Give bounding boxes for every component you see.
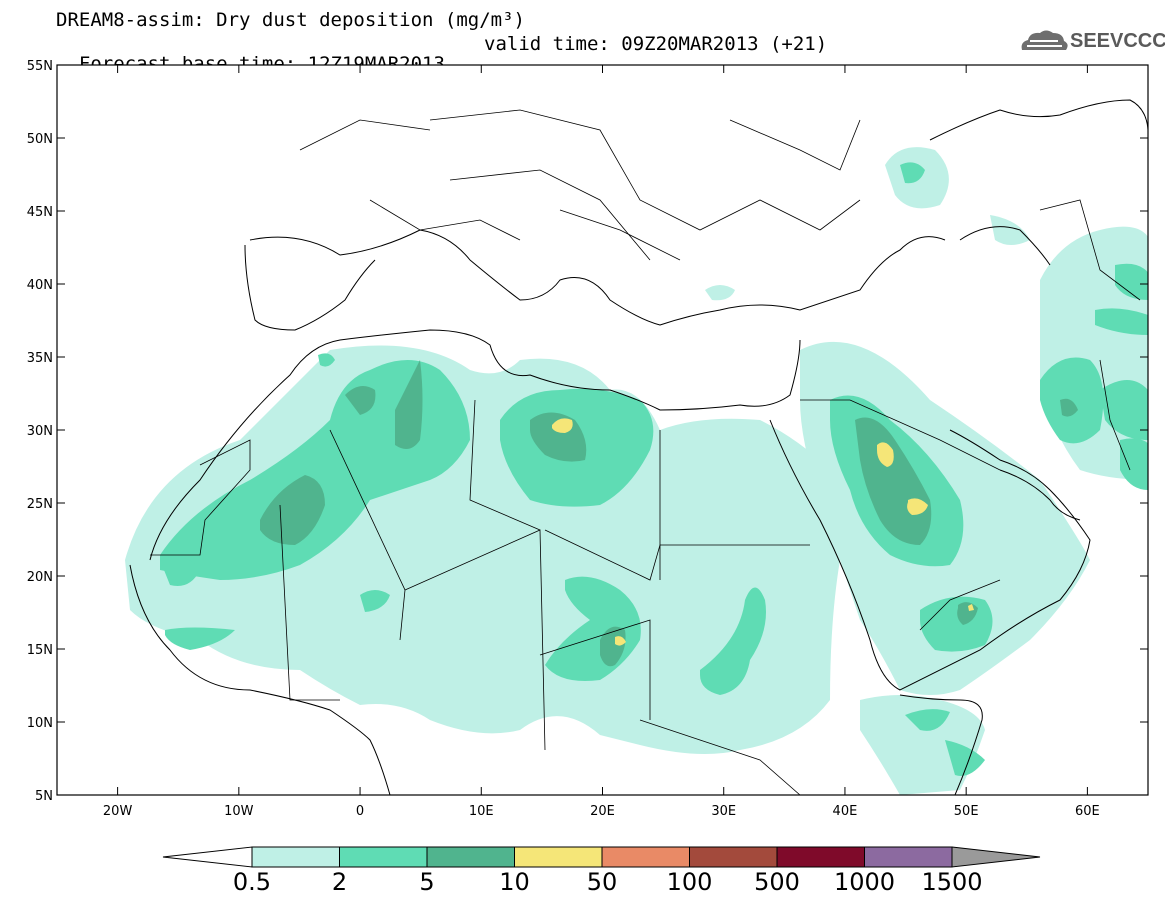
lat-tick-label: 55N [27,59,53,74]
colorbar-label: 100 [667,868,713,896]
lon-tick-label: 50E [954,804,979,819]
lat-tick-label: 20N [27,570,53,585]
lat-tick-label: 30N [27,424,53,439]
colorbar-label: 0.5 [233,868,271,896]
logo-text: SEEVCCC [1070,30,1165,52]
colorbar-label: 50 [587,868,618,896]
cloud-icon [1021,30,1068,50]
map-title: DREAM8-assim: Dry dust deposition (mg/m³… [56,9,525,31]
colorbar-low-end [162,846,253,868]
lat-tick-label: 5N [35,789,53,804]
colorbar-swatch [689,846,778,868]
country-borders [150,109,1141,795]
lat-tick-label: 15N [27,643,53,658]
colorbar-swatch [426,846,515,868]
lat-tick-label: 50N [27,132,53,147]
lat-tick-label: 40N [27,278,53,293]
colorbar-high-end [951,846,1041,868]
colorbar-label: 10 [499,868,530,896]
coastlines [129,99,1148,795]
dust-deposition-field [57,65,1148,795]
valid-time: valid time: 09Z20MAR2013 (+21) [484,33,828,55]
lon-tick-label: 20W [103,804,133,819]
colorbar-label: 1000 [834,868,895,896]
colorbar-swatch [601,846,690,868]
seevccc-logo: SEEVCCC [1018,26,1165,56]
deposition-level-10 [552,418,974,646]
colorbar-label: 1500 [921,868,982,896]
lat-tick-label: 35N [27,351,53,366]
colorbar-label: 500 [754,868,800,896]
lon-tick-label: 0 [356,804,364,819]
colorbar-label: 2 [332,868,347,896]
lon-tick-label: 40E [833,804,858,819]
lon-tick-label: 10E [469,804,494,819]
colorbar-label: 5 [419,868,434,896]
lon-tick-label: 30E [711,804,736,819]
lon-tick-label: 60E [1075,804,1100,819]
longitude-axis: 20W 10W 0 10E 20E 30E 40E 50E 60E [103,65,1100,819]
latitude-axis: 55N 50N 45N 40N 35N 30N 25N 20N 15N 10N 5N [27,59,1148,804]
lat-tick-label: 45N [27,205,53,220]
colorbar-swatch [864,846,953,868]
colorbar-swatch [251,846,340,868]
lon-tick-label: 20E [590,804,615,819]
colorbar-swatch [514,846,603,868]
colorbar-swatch [339,846,428,868]
colorbar-swatch [776,846,865,868]
colorbar: 0.5 2 5 10 50 100 500 1000 1500 [162,846,1041,896]
lat-tick-label: 25N [27,497,53,512]
lat-tick-label: 10N [27,716,53,731]
lon-tick-label: 10W [224,804,254,819]
